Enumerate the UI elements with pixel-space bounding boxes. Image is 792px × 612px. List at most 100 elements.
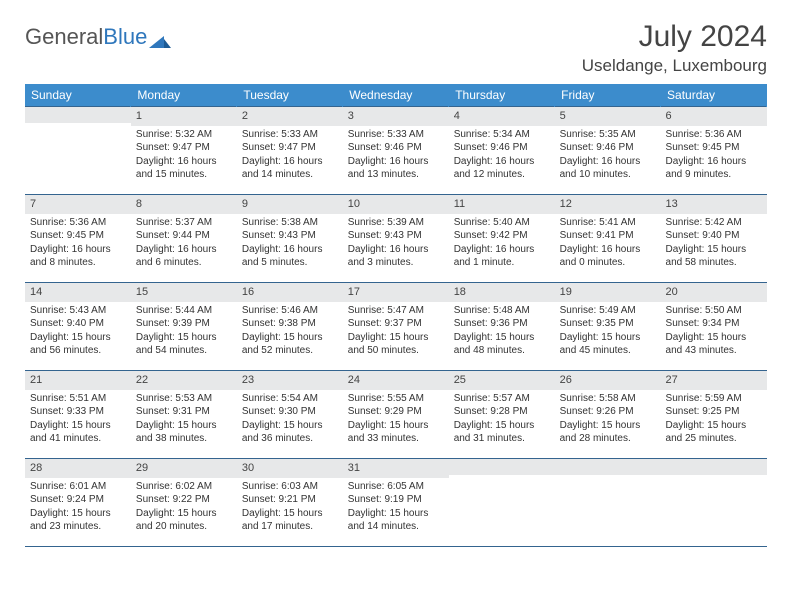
day-body: Sunrise: 5:37 AMSunset: 9:44 PMDaylight:… xyxy=(131,214,237,274)
sunrise-text: Sunrise: 5:46 AM xyxy=(242,304,338,318)
day-number: 25 xyxy=(449,371,555,390)
calendar-cell: 16Sunrise: 5:46 AMSunset: 9:38 PMDayligh… xyxy=(237,283,343,371)
day-number: 28 xyxy=(25,459,131,478)
sunset-text: Sunset: 9:38 PM xyxy=(242,317,338,331)
daylight-text: Daylight: 16 hours and 5 minutes. xyxy=(242,243,338,270)
location: Useldange, Luxembourg xyxy=(582,56,767,76)
sunrise-text: Sunrise: 5:57 AM xyxy=(454,392,550,406)
day-number: 24 xyxy=(343,371,449,390)
calendar-cell: 17Sunrise: 5:47 AMSunset: 9:37 PMDayligh… xyxy=(343,283,449,371)
calendar-cell: 14Sunrise: 5:43 AMSunset: 9:40 PMDayligh… xyxy=(25,283,131,371)
logo-text-1: General xyxy=(25,24,103,50)
day-body: Sunrise: 5:50 AMSunset: 9:34 PMDaylight:… xyxy=(661,302,767,362)
day-number: 19 xyxy=(555,283,661,302)
calendar-cell: 11Sunrise: 5:40 AMSunset: 9:42 PMDayligh… xyxy=(449,195,555,283)
calendar-row: 21Sunrise: 5:51 AMSunset: 9:33 PMDayligh… xyxy=(25,371,767,459)
sunrise-text: Sunrise: 5:53 AM xyxy=(136,392,232,406)
day-header: Tuesday xyxy=(237,84,343,107)
day-body: Sunrise: 5:47 AMSunset: 9:37 PMDaylight:… xyxy=(343,302,449,362)
day-number: 15 xyxy=(131,283,237,302)
sunrise-text: Sunrise: 5:51 AM xyxy=(30,392,126,406)
day-number: 16 xyxy=(237,283,343,302)
day-header-row: Sunday Monday Tuesday Wednesday Thursday… xyxy=(25,84,767,107)
daylight-text: Daylight: 16 hours and 13 minutes. xyxy=(348,155,444,182)
sunrise-text: Sunrise: 5:33 AM xyxy=(348,128,444,142)
sunset-text: Sunset: 9:40 PM xyxy=(30,317,126,331)
sunrise-text: Sunrise: 6:05 AM xyxy=(348,480,444,494)
sunrise-text: Sunrise: 5:42 AM xyxy=(666,216,762,230)
daylight-text: Daylight: 15 hours and 17 minutes. xyxy=(242,507,338,534)
day-body: Sunrise: 6:01 AMSunset: 9:24 PMDaylight:… xyxy=(25,478,131,538)
day-number: 10 xyxy=(343,195,449,214)
day-body: Sunrise: 5:49 AMSunset: 9:35 PMDaylight:… xyxy=(555,302,661,362)
day-number: 29 xyxy=(131,459,237,478)
calendar-cell: 24Sunrise: 5:55 AMSunset: 9:29 PMDayligh… xyxy=(343,371,449,459)
daylight-text: Daylight: 15 hours and 23 minutes. xyxy=(30,507,126,534)
sunset-text: Sunset: 9:46 PM xyxy=(454,141,550,155)
sunrise-text: Sunrise: 5:36 AM xyxy=(666,128,762,142)
day-body: Sunrise: 5:42 AMSunset: 9:40 PMDaylight:… xyxy=(661,214,767,274)
calendar-cell: 25Sunrise: 5:57 AMSunset: 9:28 PMDayligh… xyxy=(449,371,555,459)
day-body xyxy=(449,475,555,481)
sunrise-text: Sunrise: 5:32 AM xyxy=(136,128,232,142)
day-body: Sunrise: 5:36 AMSunset: 9:45 PMDaylight:… xyxy=(25,214,131,274)
sunrise-text: Sunrise: 5:37 AM xyxy=(136,216,232,230)
daylight-text: Daylight: 16 hours and 14 minutes. xyxy=(242,155,338,182)
day-body: Sunrise: 5:40 AMSunset: 9:42 PMDaylight:… xyxy=(449,214,555,274)
calendar-cell: 27Sunrise: 5:59 AMSunset: 9:25 PMDayligh… xyxy=(661,371,767,459)
daylight-text: Daylight: 15 hours and 41 minutes. xyxy=(30,419,126,446)
daylight-text: Daylight: 16 hours and 3 minutes. xyxy=(348,243,444,270)
day-number: 20 xyxy=(661,283,767,302)
sunrise-text: Sunrise: 5:43 AM xyxy=(30,304,126,318)
day-body: Sunrise: 6:05 AMSunset: 9:19 PMDaylight:… xyxy=(343,478,449,538)
calendar-cell: 9Sunrise: 5:38 AMSunset: 9:43 PMDaylight… xyxy=(237,195,343,283)
sunrise-text: Sunrise: 5:59 AM xyxy=(666,392,762,406)
daylight-text: Daylight: 16 hours and 6 minutes. xyxy=(136,243,232,270)
day-header: Wednesday xyxy=(343,84,449,107)
day-number: 30 xyxy=(237,459,343,478)
sunrise-text: Sunrise: 5:48 AM xyxy=(454,304,550,318)
sunrise-text: Sunrise: 5:58 AM xyxy=(560,392,656,406)
day-number: 21 xyxy=(25,371,131,390)
day-number: 27 xyxy=(661,371,767,390)
calendar-row: 7Sunrise: 5:36 AMSunset: 9:45 PMDaylight… xyxy=(25,195,767,283)
daylight-text: Daylight: 15 hours and 31 minutes. xyxy=(454,419,550,446)
daylight-text: Daylight: 15 hours and 14 minutes. xyxy=(348,507,444,534)
day-body: Sunrise: 5:54 AMSunset: 9:30 PMDaylight:… xyxy=(237,390,343,450)
daylight-text: Daylight: 16 hours and 1 minute. xyxy=(454,243,550,270)
calendar-cell: 20Sunrise: 5:50 AMSunset: 9:34 PMDayligh… xyxy=(661,283,767,371)
day-number: 7 xyxy=(25,195,131,214)
logo: GeneralBlue xyxy=(25,20,171,50)
day-body: Sunrise: 5:36 AMSunset: 9:45 PMDaylight:… xyxy=(661,126,767,186)
day-header: Thursday xyxy=(449,84,555,107)
sunset-text: Sunset: 9:44 PM xyxy=(136,229,232,243)
calendar-cell: 26Sunrise: 5:58 AMSunset: 9:26 PMDayligh… xyxy=(555,371,661,459)
calendar-row: 1Sunrise: 5:32 AMSunset: 9:47 PMDaylight… xyxy=(25,107,767,195)
day-body: Sunrise: 5:41 AMSunset: 9:41 PMDaylight:… xyxy=(555,214,661,274)
sunrise-text: Sunrise: 5:38 AM xyxy=(242,216,338,230)
daylight-text: Daylight: 15 hours and 43 minutes. xyxy=(666,331,762,358)
day-number: 6 xyxy=(661,107,767,126)
sunset-text: Sunset: 9:47 PM xyxy=(242,141,338,155)
sunrise-text: Sunrise: 5:35 AM xyxy=(560,128,656,142)
day-number xyxy=(449,459,555,475)
sunset-text: Sunset: 9:45 PM xyxy=(30,229,126,243)
calendar-cell: 29Sunrise: 6:02 AMSunset: 9:22 PMDayligh… xyxy=(131,459,237,547)
day-body: Sunrise: 5:44 AMSunset: 9:39 PMDaylight:… xyxy=(131,302,237,362)
sunset-text: Sunset: 9:21 PM xyxy=(242,493,338,507)
sunset-text: Sunset: 9:36 PM xyxy=(454,317,550,331)
day-number: 3 xyxy=(343,107,449,126)
calendar-cell: 13Sunrise: 5:42 AMSunset: 9:40 PMDayligh… xyxy=(661,195,767,283)
day-body: Sunrise: 5:46 AMSunset: 9:38 PMDaylight:… xyxy=(237,302,343,362)
daylight-text: Daylight: 15 hours and 28 minutes. xyxy=(560,419,656,446)
sunset-text: Sunset: 9:40 PM xyxy=(666,229,762,243)
calendar-row: 14Sunrise: 5:43 AMSunset: 9:40 PMDayligh… xyxy=(25,283,767,371)
sunset-text: Sunset: 9:43 PM xyxy=(348,229,444,243)
sunset-text: Sunset: 9:39 PM xyxy=(136,317,232,331)
calendar-table: Sunday Monday Tuesday Wednesday Thursday… xyxy=(25,84,767,547)
day-body: Sunrise: 5:55 AMSunset: 9:29 PMDaylight:… xyxy=(343,390,449,450)
day-header: Sunday xyxy=(25,84,131,107)
sunset-text: Sunset: 9:24 PM xyxy=(30,493,126,507)
day-number: 1 xyxy=(131,107,237,126)
calendar-cell: 4Sunrise: 5:34 AMSunset: 9:46 PMDaylight… xyxy=(449,107,555,195)
